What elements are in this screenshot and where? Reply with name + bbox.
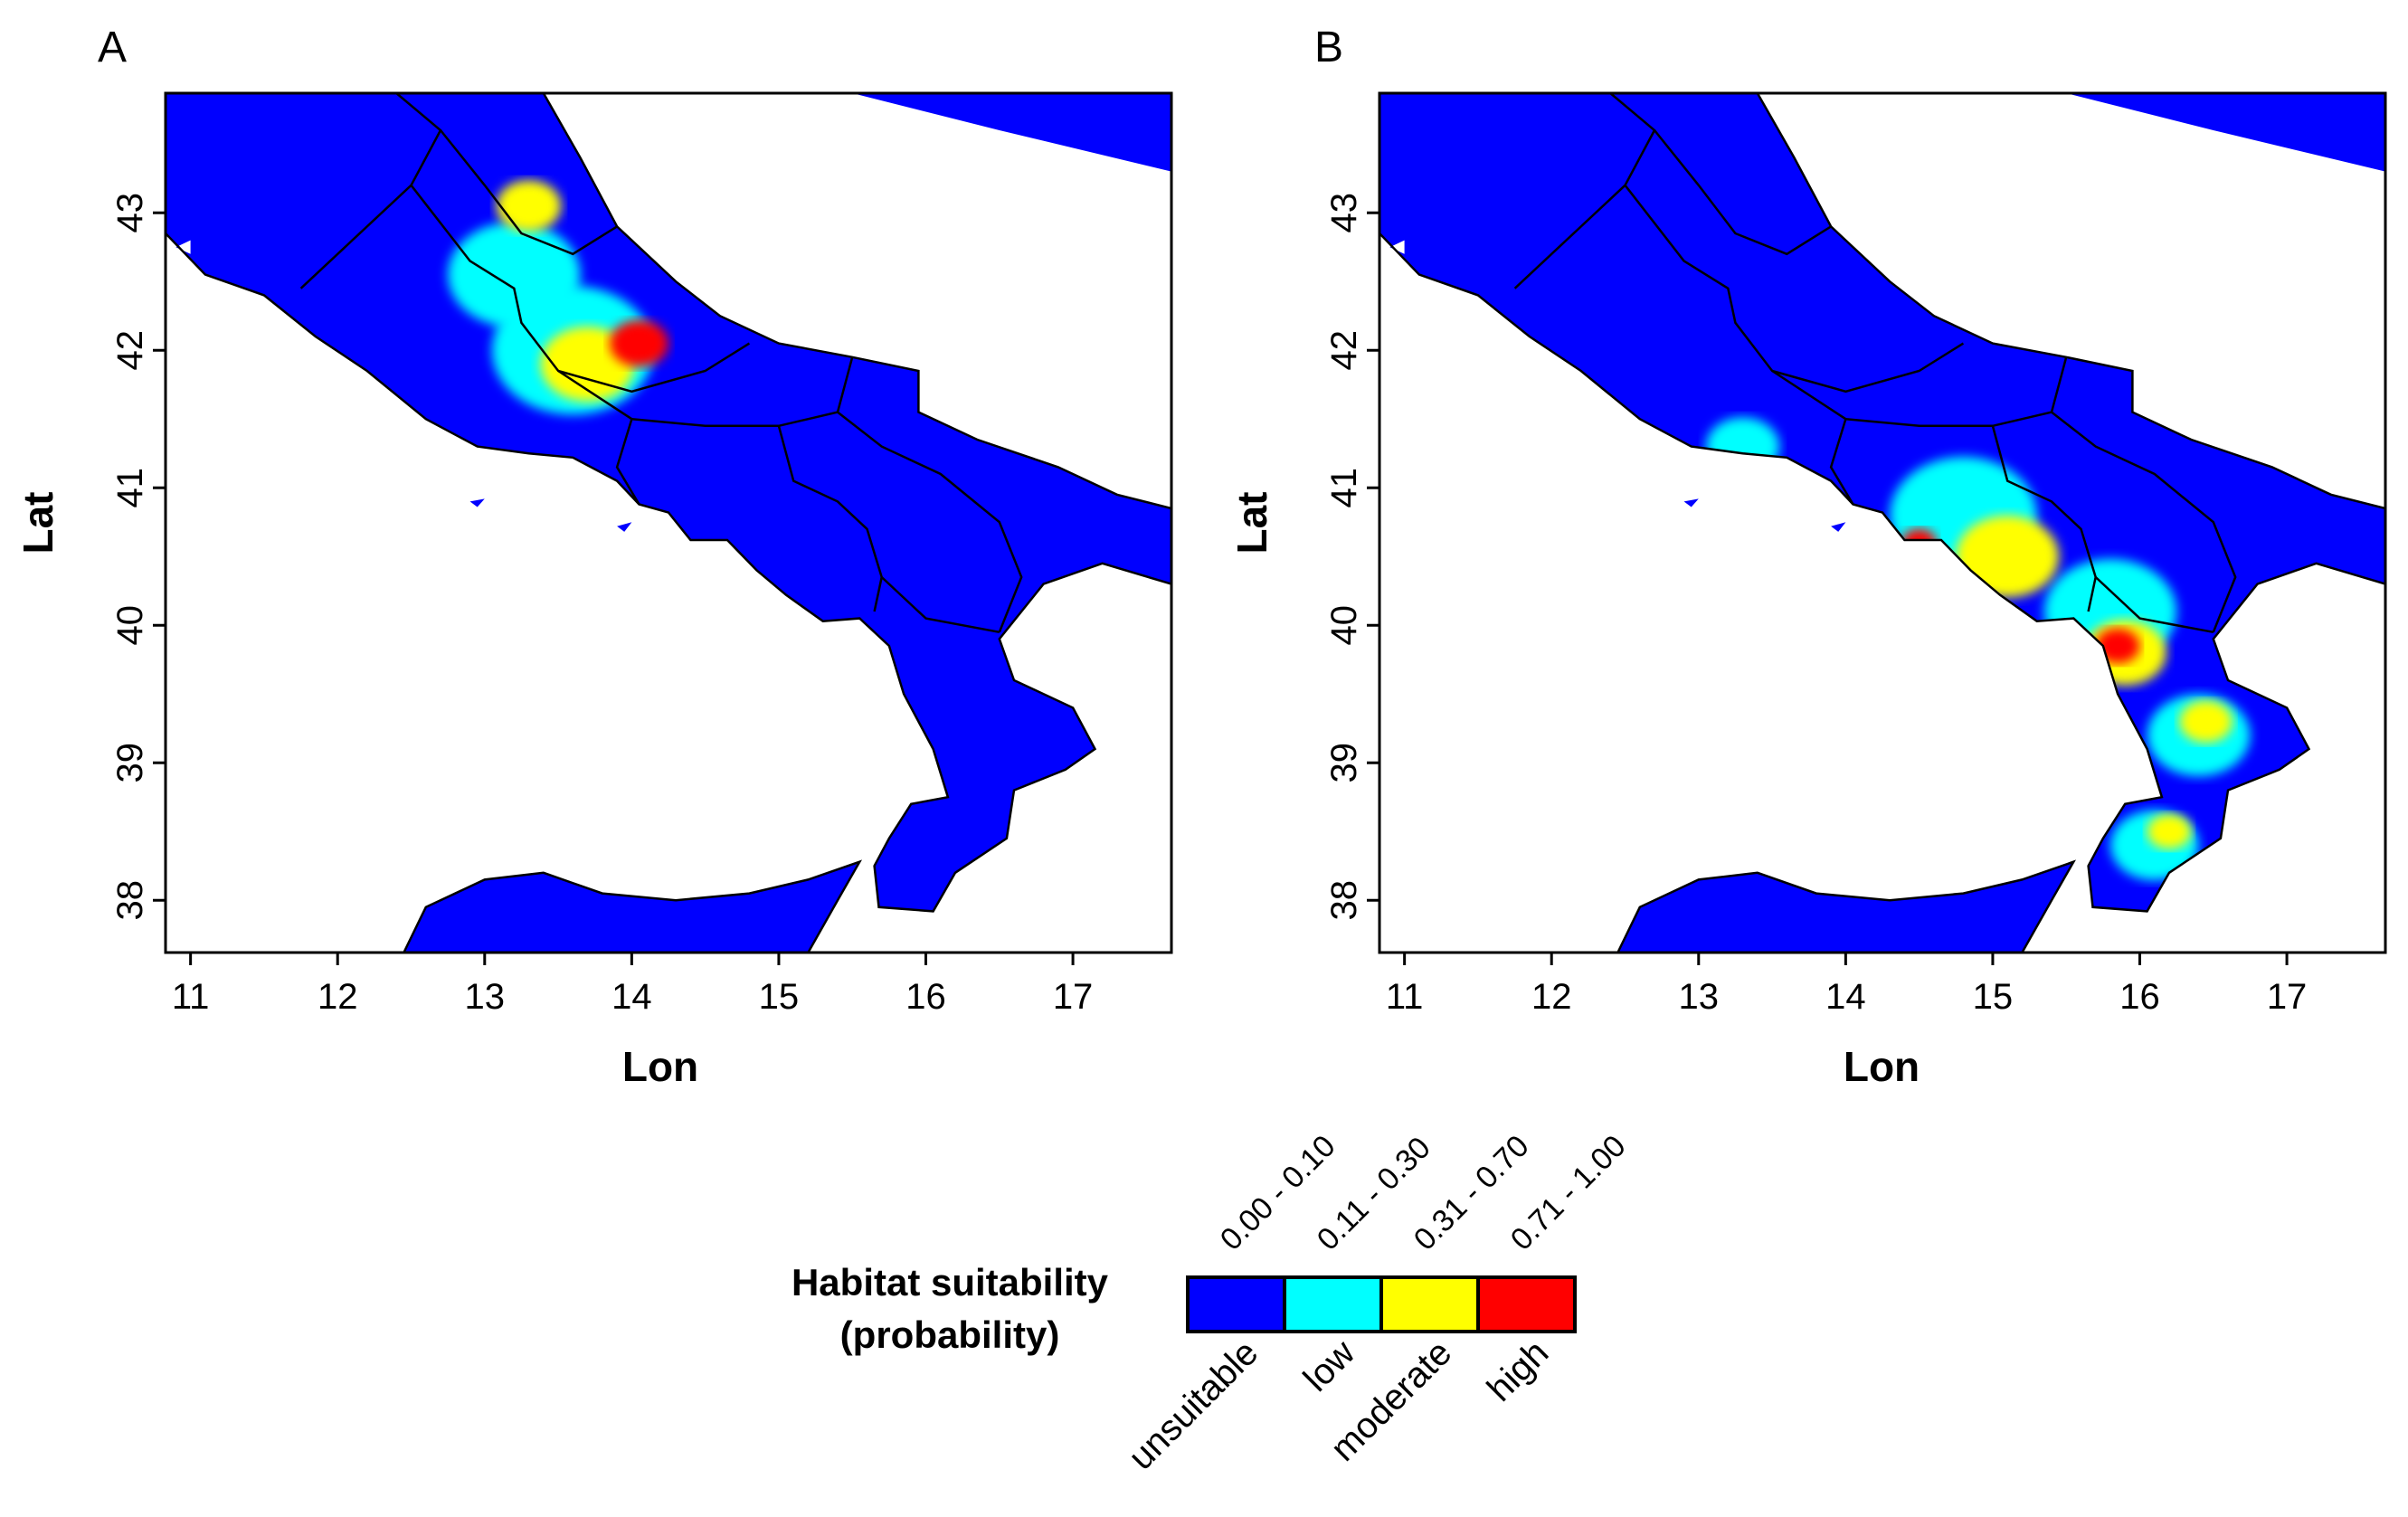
- map-frame: [1378, 91, 2387, 954]
- legend-class-label: high: [1480, 1332, 1557, 1409]
- legend: Habitat suitability (probability) 0.00 -…: [792, 1129, 1633, 1477]
- y-tick-label: 38: [110, 880, 150, 921]
- region-border: [1624, 185, 1854, 506]
- region-borders: [166, 93, 1171, 953]
- x-tick-label: 17: [2267, 977, 2308, 1017]
- x-tick-label: 12: [318, 977, 358, 1017]
- suitability-high-area: [609, 319, 668, 367]
- coastline: [1616, 859, 2077, 953]
- x-tick-label: 11: [172, 977, 210, 1017]
- map-panel-b: B 11 12 13 14 15 16 17 38 39 40 41 42 43 Lon Lat: [1228, 24, 2387, 1090]
- legend-swatch-low: [1283, 1275, 1383, 1333]
- region-border: [880, 576, 1000, 634]
- x-tick-label: 17: [1053, 977, 1094, 1017]
- suitability-moderate-area: [1956, 516, 2060, 598]
- y-axis-title: Lat: [1228, 492, 1275, 555]
- land-mask-unsuitable: [166, 93, 1171, 953]
- x-tick-label: 14: [1825, 977, 1866, 1017]
- map-frame: [164, 91, 1173, 954]
- x-tick-label: 13: [465, 977, 506, 1017]
- map-panel-a: A 11 12 13 14 15 16 17 38 39 40 41 42 43 Lon Lat: [14, 24, 1173, 1090]
- y-tick-label: 39: [1324, 743, 1364, 783]
- legend-swatch-moderate: [1379, 1275, 1480, 1333]
- x-tick-label: 14: [611, 977, 652, 1017]
- legend-swatch-high: [1476, 1275, 1577, 1333]
- y-tick-label: 40: [110, 605, 150, 646]
- suitability-moderate-area: [2179, 700, 2233, 743]
- y-tick-label: 43: [110, 193, 150, 232]
- y-tick-label: 40: [1324, 605, 1364, 646]
- region-border: [410, 185, 640, 506]
- legend-swatch-unsuitable: [1186, 1275, 1286, 1333]
- region-border: [777, 425, 883, 612]
- suitability-layer: [448, 180, 668, 415]
- coastline: [166, 93, 1171, 913]
- suitability-moderate-area: [496, 180, 562, 232]
- y-tick-label: 39: [110, 743, 150, 783]
- y-tick-label: 41: [1324, 468, 1364, 508]
- panel-label-a: A: [98, 24, 127, 71]
- coastline: [403, 859, 863, 953]
- x-axis-title: Lon: [1844, 1043, 1920, 1090]
- region-border: [557, 342, 751, 393]
- region-border: [1991, 425, 2097, 612]
- region-border: [837, 411, 1023, 633]
- coastline: [1379, 93, 2385, 913]
- x-tick-label: 13: [1679, 977, 1720, 1017]
- x-tick-label: 16: [905, 977, 946, 1017]
- legend-subtitle: (probability): [840, 1313, 1060, 1356]
- suitability-moderate-area: [2147, 813, 2192, 849]
- land-mask-unsuitable: [1379, 93, 2385, 953]
- x-tick-label: 11: [1386, 977, 1424, 1017]
- region-border: [2051, 411, 2237, 633]
- region-borders: [1379, 93, 2385, 953]
- region-border: [1771, 342, 1965, 393]
- region-border: [440, 129, 618, 256]
- legend-class-label: unsuitable: [1121, 1332, 1266, 1477]
- x-axis-title: Lon: [622, 1043, 698, 1090]
- x-tick-label: 15: [1973, 977, 2014, 1017]
- legend-class-label: low: [1296, 1332, 1363, 1399]
- y-tick-label: 41: [110, 468, 150, 508]
- region-border: [2094, 576, 2214, 634]
- x-tick-label: 15: [759, 977, 800, 1017]
- x-tick-label: 16: [2119, 977, 2160, 1017]
- y-tick-label: 38: [1324, 880, 1364, 921]
- x-tick-label: 12: [1531, 977, 1572, 1017]
- y-axis-title: Lat: [14, 492, 62, 555]
- y-tick-label: 42: [1324, 330, 1364, 371]
- region-border: [1654, 129, 1832, 256]
- y-tick-label: 43: [1324, 193, 1364, 232]
- y-tick-label: 42: [110, 330, 150, 371]
- legend-title: Habitat suitability: [792, 1261, 1109, 1304]
- panel-label-b: B: [1314, 24, 1343, 71]
